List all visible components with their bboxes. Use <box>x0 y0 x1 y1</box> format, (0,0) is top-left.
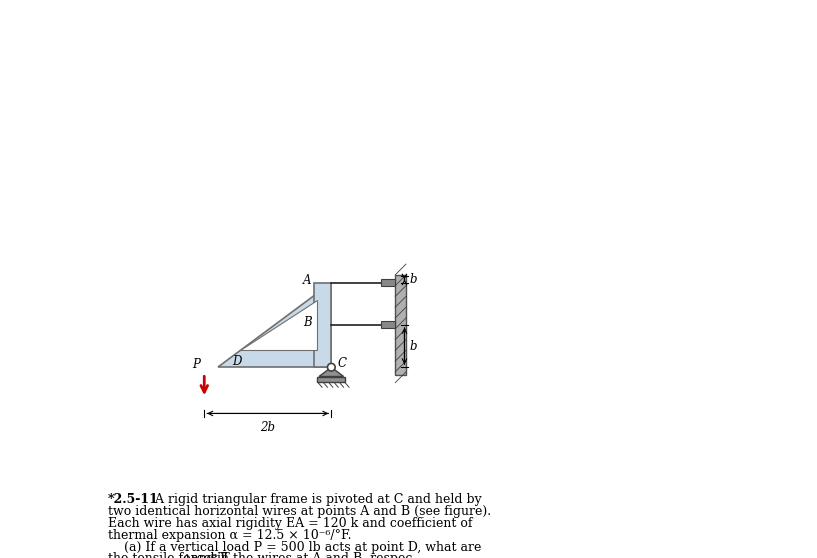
Text: C: C <box>337 357 346 370</box>
Polygon shape <box>315 282 332 367</box>
Text: *2.5-11: *2.5-11 <box>108 493 158 506</box>
Polygon shape <box>395 275 406 375</box>
Text: A: A <box>303 274 311 287</box>
Bar <box>318 377 345 382</box>
Text: P: P <box>192 358 199 371</box>
Polygon shape <box>239 300 318 350</box>
Text: D: D <box>232 354 241 368</box>
Polygon shape <box>382 321 395 328</box>
Polygon shape <box>319 367 344 377</box>
Text: b: b <box>410 340 417 353</box>
Text: in the wires at A and B, respec-: in the wires at A and B, respec- <box>213 552 417 558</box>
Text: B: B <box>209 554 217 558</box>
Text: two identical horizontal wires at points A and B (see figure).: two identical horizontal wires at points… <box>108 504 491 518</box>
Text: A rigid triangular frame is pivoted at C and held by: A rigid triangular frame is pivoted at C… <box>146 493 481 506</box>
Text: and T: and T <box>187 552 226 558</box>
Text: A: A <box>183 554 190 558</box>
Text: (a) If a vertical load P = 500 lb acts at point D, what are: (a) If a vertical load P = 500 lb acts a… <box>108 541 481 554</box>
Text: thermal expansion α = 12.5 × 10⁻⁶/°F.: thermal expansion α = 12.5 × 10⁻⁶/°F. <box>108 528 351 542</box>
Circle shape <box>328 363 335 371</box>
Polygon shape <box>218 282 332 367</box>
Polygon shape <box>382 279 395 286</box>
Text: Each wire has axial rigidity EA = 120 k and coefficient of: Each wire has axial rigidity EA = 120 k … <box>108 517 472 530</box>
Text: B: B <box>302 316 311 329</box>
Text: the tensile forces T: the tensile forces T <box>108 552 230 558</box>
Text: 2b: 2b <box>261 421 275 434</box>
Text: b: b <box>410 273 417 286</box>
